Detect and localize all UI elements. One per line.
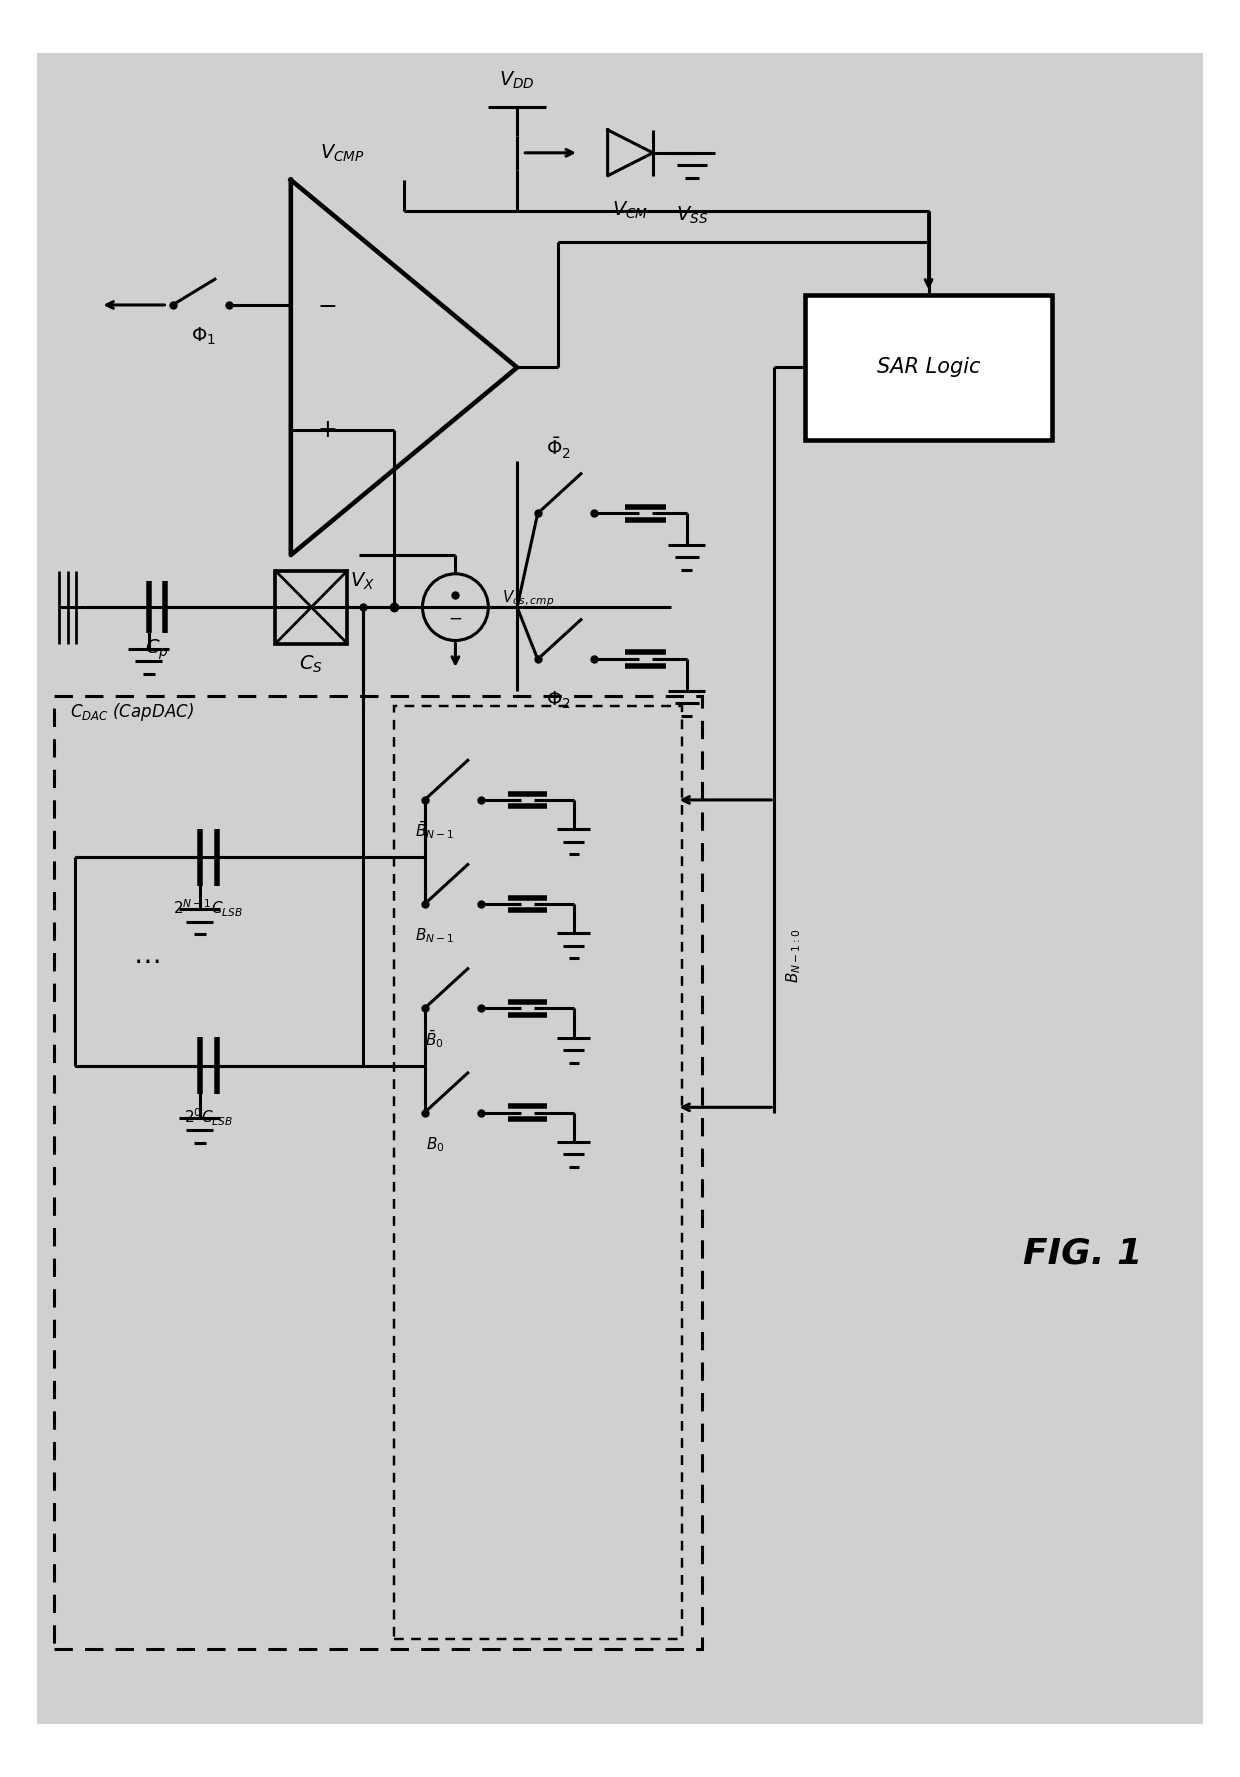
Text: $V_{DD}$: $V_{DD}$	[500, 69, 534, 91]
Bar	[805, 295, 1052, 441]
Text: $\bar{B}_{N-1}$: $\bar{B}_{N-1}$	[415, 819, 455, 841]
Text: $-$: $-$	[317, 293, 336, 316]
Bar	[393, 705, 682, 1638]
Text: $C_p$: $C_p$	[145, 638, 169, 663]
Text: $+$: $+$	[317, 418, 336, 442]
Text: $\Phi_2$: $\Phi_2$	[546, 689, 570, 711]
Text: FIG. 1: FIG. 1	[1023, 1237, 1142, 1271]
Text: $B_{N-1}$: $B_{N-1}$	[415, 926, 455, 945]
Text: $C_{DAC}$ (CapDAC): $C_{DAC}$ (CapDAC)	[69, 700, 193, 723]
Text: $\bar{B}_0$: $\bar{B}_0$	[425, 1027, 444, 1050]
Text: $V_{CMP}$: $V_{CMP}$	[320, 144, 365, 165]
Text: $\bar{\Phi}_2$: $\bar{\Phi}_2$	[546, 435, 570, 462]
Text: $V_{os,cmp}$: $V_{os,cmp}$	[502, 588, 554, 610]
Text: $-$: $-$	[449, 608, 463, 627]
Text: $B_{N-1:0}$: $B_{N-1:0}$	[785, 929, 804, 983]
Text: $2^{N-1}C_{LSB}$: $2^{N-1}C_{LSB}$	[174, 897, 243, 919]
Bar	[55, 697, 702, 1649]
Text: $B_0$: $B_0$	[425, 1136, 444, 1153]
Text: $2^0C_{LSB}$: $2^0C_{LSB}$	[184, 1107, 233, 1128]
Text: $V_X$: $V_X$	[351, 570, 376, 592]
Text: $C_S$: $C_S$	[300, 654, 324, 675]
Text: $V_{CM}$: $V_{CM}$	[613, 199, 649, 220]
Text: $V_{SS}$: $V_{SS}$	[676, 204, 708, 226]
Text: SAR Logic: SAR Logic	[877, 357, 981, 377]
Text: $\cdots$: $\cdots$	[134, 947, 160, 976]
Bar	[275, 570, 347, 643]
Text: $\Phi_1$: $\Phi_1$	[191, 325, 216, 347]
